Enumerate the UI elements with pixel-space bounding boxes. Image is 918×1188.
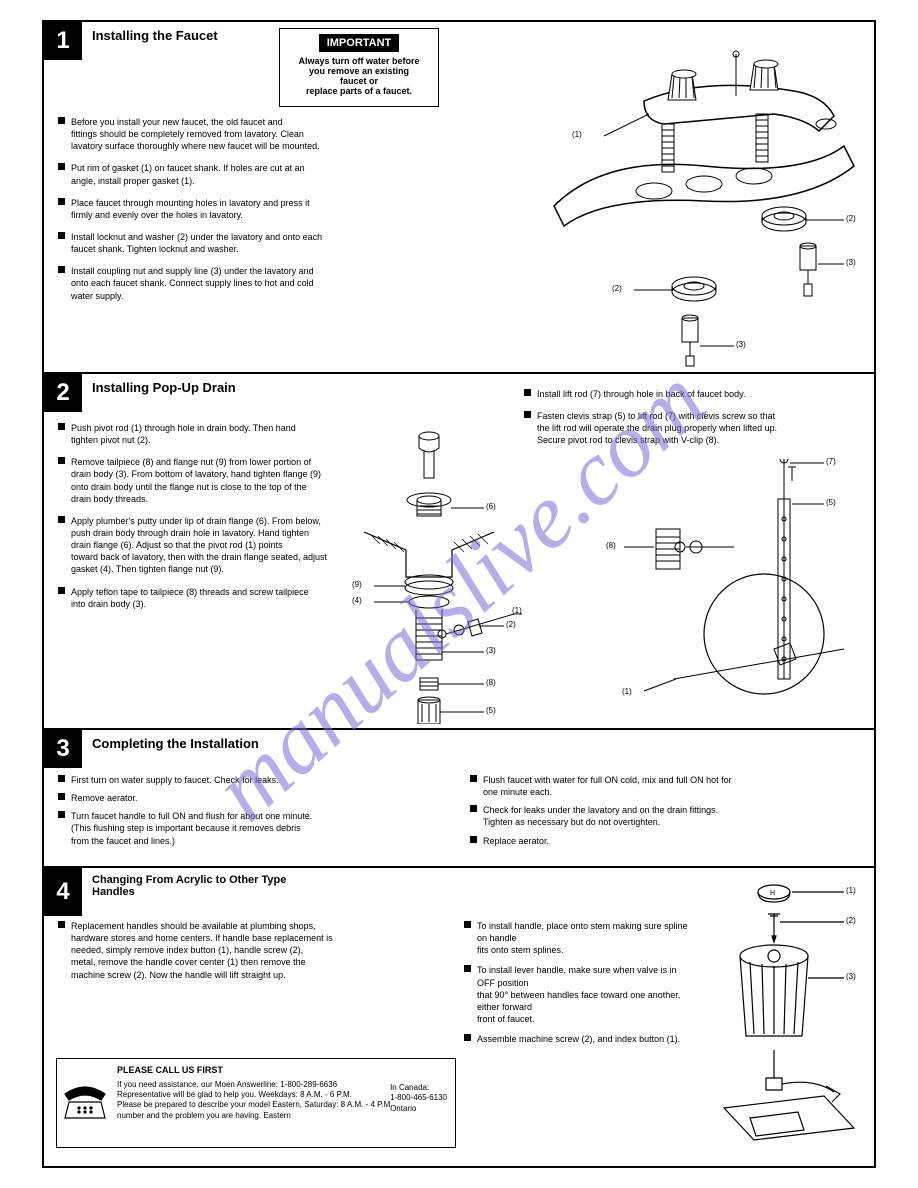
diagram-label: (6) (486, 502, 496, 511)
step3-bullet: Check for leaks under the lavatory and o… (483, 804, 718, 828)
diagram-label: (7) (826, 457, 836, 466)
step-1-title: Installing the Faucet (92, 28, 218, 43)
step-2-bullets-left: Push pivot rod (1) through hole in drain… (58, 422, 338, 620)
section-1: 1 Installing the Faucet IMPORTANT Always… (44, 22, 874, 374)
section-4: 4 Changing From Acrylic to Other Type Ha… (44, 868, 874, 1166)
step1-bullet: Put rim of gasket (1) on faucet shank. I… (71, 162, 305, 186)
step3-bullet: First turn on water supply to faucet. Ch… (71, 774, 279, 786)
diagram-label: (8) (606, 541, 616, 550)
diagram-label: (3) (486, 646, 496, 655)
diagram-label: (2) (846, 214, 856, 223)
faucet-diagram: (1) (2) (3) (2) (3) (544, 26, 864, 368)
step-2-bullets-right: Install lift rod (7) through hole in bac… (524, 388, 824, 457)
step2-bullet: Push pivot rod (1) through hole in drain… (71, 422, 296, 446)
diagram-label: (5) (486, 706, 496, 715)
section-2: 2 Installing Pop-Up Drain Push pivot rod… (44, 374, 874, 730)
step-1-bullets: Before you install your new faucet, the … (58, 116, 450, 312)
step-4-bullets-left: Replacement handles should be available … (58, 920, 446, 991)
step-4-title: Changing From Acrylic to Other Type Hand… (92, 874, 292, 898)
step1-bullet: Install locknut and washer (2) under the… (71, 231, 322, 255)
step4-bullet: To install handle, place onto stem makin… (477, 920, 694, 956)
svg-text:H: H (770, 890, 775, 897)
step-4-bullets-right: To install handle, place onto stem makin… (464, 920, 694, 1055)
drain-diagram: (6) (9) (4) (3) (2) (1) (8) (5) (334, 422, 524, 724)
diagram-label: (3) (846, 258, 856, 267)
step-3-title: Completing the Installation (92, 736, 259, 751)
diagram-label: (2) (846, 916, 856, 925)
step2-bullet: Apply plumber's putty under lip of drain… (71, 515, 327, 576)
step3-bullet: Remove aerator. (71, 792, 138, 804)
step-2-title: Installing Pop-Up Drain (92, 380, 236, 395)
step-2-number: 2 (44, 374, 82, 412)
step1-bullet: Place faucet through mounting holes in l… (71, 197, 310, 221)
section-3: 3 Completing the Installation First turn… (44, 730, 874, 868)
step-1-number: 1 (44, 22, 82, 60)
page-frame: 1 Installing the Faucet IMPORTANT Always… (42, 20, 876, 1168)
callbox-title: PLEASE CALL US FIRST (117, 1065, 447, 1077)
step3-bullet: Turn faucet handle to full ON and flush … (71, 810, 312, 846)
diagram-label: (9) (352, 580, 362, 589)
diagram-label: (8) (486, 678, 496, 687)
step4-bullet: Assemble machine screw (2), and index bu… (477, 1033, 680, 1045)
diagram-label: (3) (736, 340, 746, 349)
diagram-label: (2) (612, 284, 622, 293)
diagram-label: (1) (622, 687, 632, 696)
step3-bullet: Replace aerator. (483, 835, 549, 847)
callbox-right: In Canada: 1-800-465-6130 Ontario (390, 1083, 447, 1114)
step4-bullet: Replacement handles should be available … (71, 920, 333, 981)
step1-bullet: Install coupling nut and supply line (3)… (71, 265, 314, 301)
step2-bullet: Fasten clevis strap (5) to lift rod (7) … (537, 410, 777, 446)
step4-bullet: To install lever handle, make sure when … (477, 964, 694, 1025)
important-box: IMPORTANT Always turn off water before y… (279, 28, 439, 107)
phone-icon (61, 1084, 109, 1122)
diagram-label: (3) (846, 972, 856, 981)
diagram-label: (1) (572, 130, 582, 139)
diagram-label: (4) (352, 596, 362, 605)
handle-diagram: H (694, 878, 874, 1162)
diagram-label: (1) (512, 606, 522, 615)
diagram-label: (5) (826, 498, 836, 507)
step2-bullet: Install lift rod (7) through hole in bac… (537, 388, 745, 400)
step2-bullet: Remove tailpiece (8) and flange nut (9) … (71, 456, 321, 505)
step1-bullet: Before you install your new faucet, the … (71, 116, 320, 152)
step2-bullet: Apply teflon tape to tailpiece (8) threa… (71, 586, 309, 610)
important-box-text: Always turn off water before you remove … (298, 56, 420, 96)
step-3-bullets-left: First turn on water supply to faucet. Ch… (58, 774, 448, 857)
important-box-title: IMPORTANT (319, 34, 400, 52)
step-3-bullets-right: Flush faucet with water for full ON cold… (470, 774, 860, 857)
step-3-number: 3 (44, 730, 82, 768)
step-4-number: 4 (44, 868, 82, 916)
diagram-label: (2) (506, 620, 516, 629)
liftrod-diagram: (7) (5) (8) (1) (614, 459, 864, 719)
diagram-label: (1) (846, 886, 856, 895)
call-box: PLEASE CALL US FIRST If you need assista… (56, 1058, 456, 1148)
step3-bullet: Flush faucet with water for full ON cold… (483, 774, 732, 798)
